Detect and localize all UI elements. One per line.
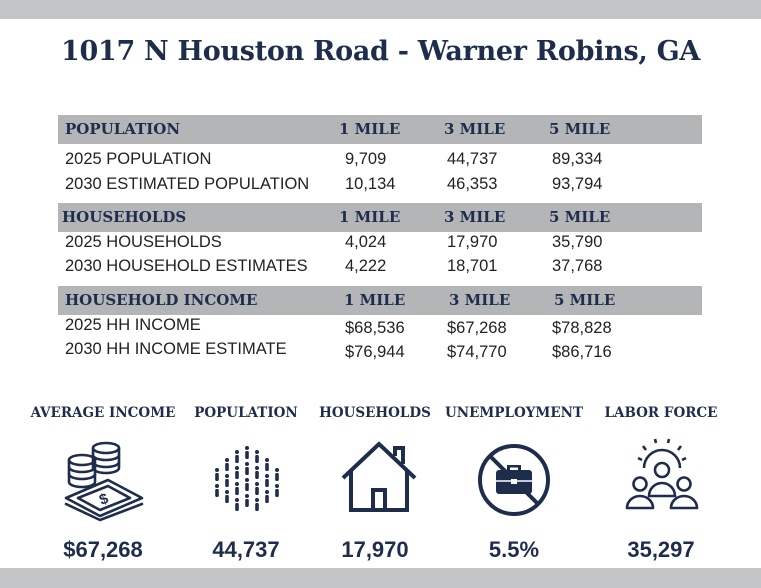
row-label: 2025 POPULATION	[65, 150, 212, 168]
value-3-mile: 46,353	[447, 175, 498, 193]
value-3-mile: $74,770	[447, 343, 507, 361]
team-gear-icon	[625, 438, 699, 510]
row-label: 2025 HOUSEHOLDS	[65, 233, 222, 251]
table-row: 2030 ESTIMATED POPULATION 10,134 46,353 …	[58, 175, 702, 197]
value-5-mile: 37,768	[552, 257, 603, 275]
section-heading: HOUSEHOLD INCOME	[65, 291, 258, 309]
table-row: 2025 HOUSEHOLDS 4,024 17,970 35,790	[58, 233, 702, 255]
value-3-mile: 18,701	[447, 257, 498, 275]
value-5-mile: 89,334	[552, 150, 603, 168]
no-briefcase-icon	[478, 444, 550, 516]
households-section-header: HOUSEHOLDS 1 MILE 3 MILE 5 MILE	[58, 203, 702, 232]
stat-value-labor-force: 35,297	[627, 537, 695, 562]
stat-value-average-income: $67,268	[63, 537, 143, 562]
column-header-5-mile: 5 MILE	[554, 291, 616, 309]
table-row: 2025 POPULATION 9,709 44,737 89,334	[58, 150, 702, 172]
column-header-5-mile: 5 MILE	[549, 120, 611, 138]
stat-label-households: HOUSEHOLDS	[319, 405, 431, 421]
value-3-mile: 44,737	[447, 150, 498, 168]
value-1-mile: 4,222	[345, 257, 387, 275]
stat-label-labor-force: LABOR FORCE	[604, 405, 718, 421]
stat-label-unemployment: UNEMPLOYMENT	[444, 405, 583, 421]
value-5-mile: 93,794	[552, 175, 603, 193]
table-row: 2030 HOUSEHOLD ESTIMATES 4,222 18,701 37…	[58, 257, 702, 279]
stat-value-households: 17,970	[341, 537, 409, 562]
column-header-1-mile: 1 MILE	[339, 208, 401, 226]
table-row: 2025 HH INCOME $68,536 $67,268 $78,828	[58, 316, 702, 338]
stat-label-population: POPULATION	[194, 405, 298, 421]
value-1-mile: $68,536	[345, 319, 405, 337]
column-header-1-mile: 1 MILE	[339, 120, 401, 138]
value-1-mile: $76,944	[345, 343, 405, 361]
value-3-mile: 17,970	[447, 233, 498, 251]
money-stack-icon: $	[64, 441, 144, 522]
population-section-header: POPULATION 1 MILE 3 MILE 5 MILE	[58, 115, 702, 144]
column-header-1-mile: 1 MILE	[344, 291, 406, 309]
row-label: 2030 HOUSEHOLD ESTIMATES	[65, 257, 308, 275]
table-row: 2030 HH INCOME ESTIMATE $76,944 $74,770 …	[58, 340, 702, 362]
row-label: 2030 HH INCOME ESTIMATE	[65, 340, 287, 358]
value-1-mile: 9,709	[345, 150, 387, 168]
value-1-mile: 4,024	[345, 233, 387, 251]
column-header-5-mile: 5 MILE	[549, 208, 611, 226]
value-1-mile: 10,134	[345, 175, 396, 193]
value-3-mile: $67,268	[447, 319, 507, 337]
stat-value-unemployment: 5.5%	[488, 537, 540, 562]
section-heading: POPULATION	[65, 120, 181, 138]
stat-value-population: 44,737	[212, 537, 280, 562]
top-band	[0, 0, 761, 19]
value-5-mile: $86,716	[552, 343, 612, 361]
household-income-section-header: HOUSEHOLD INCOME 1 MILE 3 MILE 5 MILE	[58, 286, 702, 315]
house-icon	[341, 441, 417, 512]
row-label: 2030 ESTIMATED POPULATION	[65, 175, 310, 193]
row-label: 2025 HH INCOME	[65, 316, 201, 334]
bottom-band	[0, 568, 761, 588]
value-5-mile: $78,828	[552, 319, 612, 337]
section-heading: HOUSEHOLDS	[62, 208, 187, 226]
column-header-3-mile: 3 MILE	[449, 291, 511, 309]
page-title: 1017 N Houston Road - Warner Robins, GA	[61, 36, 700, 67]
column-header-3-mile: 3 MILE	[444, 120, 506, 138]
people-circle-icon	[215, 446, 279, 511]
value-5-mile: 35,790	[552, 233, 603, 251]
stat-label-average-income: AVERAGE INCOME	[30, 405, 176, 421]
svg-text:$: $	[97, 490, 111, 509]
column-header-3-mile: 3 MILE	[444, 208, 506, 226]
